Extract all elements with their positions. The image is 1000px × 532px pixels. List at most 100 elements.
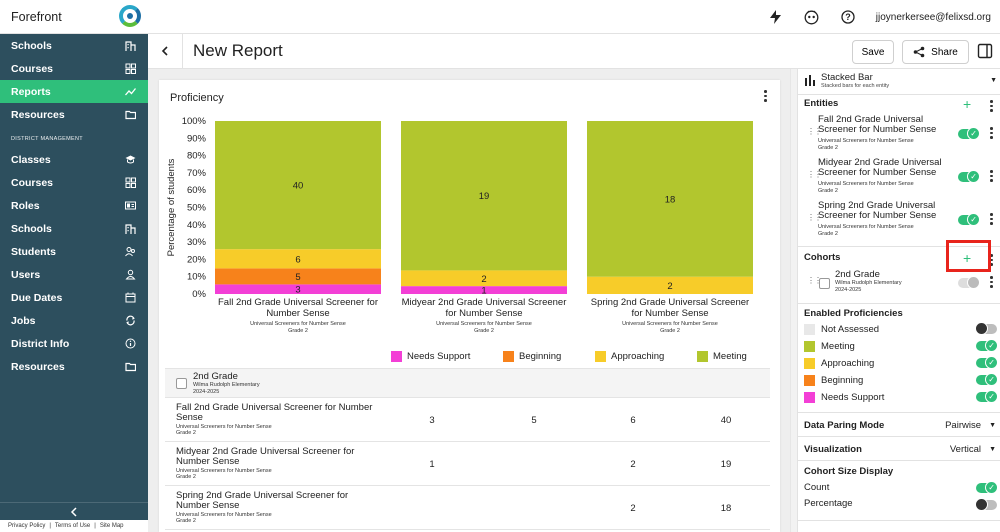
legend-item[interactable]: Needs Support: [391, 351, 470, 362]
proficiency-label: Approaching: [821, 357, 875, 369]
proficiency-toggle[interactable]: ✓: [976, 339, 998, 352]
assistant-face-icon[interactable]: [804, 9, 820, 25]
visualization-select[interactable]: Visualization Vertical ▼: [798, 438, 1000, 460]
bar-segment: [215, 284, 381, 294]
sidebar-item-classes[interactable]: Classes: [0, 148, 148, 171]
count-toggle[interactable]: ✓: [976, 481, 998, 494]
bar-segment: [215, 268, 381, 285]
entity-menu-button[interactable]: [990, 213, 994, 227]
cohort-year: 2024-2025: [193, 388, 220, 395]
cohorts-title: Cohorts: [804, 252, 841, 263]
table-row: Fall 2nd Grade Universal Screener for Nu…: [165, 398, 770, 442]
legend-swatch: [697, 351, 708, 362]
data-label: 5: [295, 272, 300, 283]
trend-icon: [125, 88, 136, 96]
proficiency-toggle[interactable]: [975, 322, 997, 335]
y-tick-label: 60%: [187, 185, 207, 196]
sidebar-item-reports[interactable]: Reports: [0, 80, 148, 103]
kebab-icon: [764, 90, 768, 102]
entity-toggle[interactable]: ✓: [958, 127, 980, 140]
entity-toggle[interactable]: ✓: [958, 213, 980, 226]
proficiency-toggle[interactable]: ✓: [976, 373, 998, 386]
percentage-toggle[interactable]: [975, 498, 997, 511]
cohort-toggle[interactable]: [958, 276, 980, 289]
save-button[interactable]: Save: [852, 40, 894, 64]
legend-swatch: [595, 351, 606, 362]
table-cell: 6: [630, 415, 636, 426]
legend-item[interactable]: Meeting: [697, 351, 747, 362]
collapse-sidebar-button[interactable]: [0, 502, 148, 520]
highlight-annotation: [946, 240, 991, 272]
card-menu-button[interactable]: [764, 90, 768, 104]
drag-handle-icon[interactable]: ⋮⋮: [807, 170, 822, 179]
students-icon: [125, 247, 135, 257]
sidebar-item-students[interactable]: Students: [0, 240, 148, 263]
sidebar-item-schools[interactable]: Schools: [0, 34, 148, 57]
share-button[interactable]: Share: [902, 40, 969, 64]
lightning-icon[interactable]: [768, 9, 784, 25]
sidebar-item-district-info[interactable]: District Info: [0, 332, 148, 355]
proficiency-swatch: [804, 391, 815, 403]
proficiency-toggle[interactable]: ✓: [976, 390, 998, 403]
pairing-mode-value: Pairwise: [945, 420, 981, 431]
proficiency-swatch: [804, 323, 815, 335]
legend-item[interactable]: Approaching: [595, 351, 664, 362]
data-label: 18: [665, 194, 676, 205]
cohort-checkbox[interactable]: [176, 378, 187, 389]
sidebar-item-due-dates[interactable]: Due Dates: [0, 286, 148, 309]
sitemap-link[interactable]: Site Map: [99, 523, 124, 529]
brand-logo[interactable]: [119, 5, 141, 27]
sidebar-item-courses[interactable]: Courses: [0, 57, 148, 80]
sidebar-item-schools[interactable]: Schools: [0, 217, 148, 240]
sidebar-item-users[interactable]: Users: [0, 263, 148, 286]
entity-menu-button[interactable]: [990, 127, 994, 141]
drag-handle-icon[interactable]: ⋮⋮: [807, 276, 822, 285]
y-tick-label: 10%: [187, 272, 207, 283]
sidebar-item-jobs[interactable]: Jobs: [0, 309, 148, 332]
sidebar-item-resources[interactable]: Resources: [0, 355, 148, 378]
panel-toggle-icon[interactable]: [977, 43, 993, 59]
add-entity-button[interactable]: +: [963, 96, 972, 112]
viz-title: Stacked Bar: [821, 72, 873, 83]
visualization-type-select[interactable]: Stacked Bar Stacked bars for each entity…: [798, 69, 1000, 95]
y-axis-label: Percentage of students: [166, 158, 177, 256]
y-tick-label: 80%: [187, 151, 207, 162]
entity-menu-button[interactable]: [990, 170, 994, 184]
x-category-label: for Number Sense: [631, 308, 708, 319]
legend-swatch: [391, 351, 402, 362]
visualization-value: Vertical: [949, 444, 981, 455]
entities-menu-button[interactable]: [990, 100, 994, 114]
back-button[interactable]: [148, 33, 183, 69]
drag-handle-icon[interactable]: ⋮⋮: [807, 213, 822, 222]
cohort-name: 2nd Grade: [193, 371, 238, 382]
proficiency-row: Meeting: [804, 339, 855, 353]
sidebar-item-label: Students: [11, 245, 56, 258]
legend-item[interactable]: Beginning: [503, 351, 561, 362]
main-scrollbar[interactable]: [790, 69, 797, 532]
cohorts-menu-button[interactable]: [990, 254, 994, 268]
proficiency-toggle[interactable]: ✓: [976, 356, 998, 369]
bar-segment: [401, 286, 567, 294]
pairing-mode-select[interactable]: Data Paring Mode Pairwise ▼: [798, 414, 1000, 436]
sidebar-item-courses[interactable]: Courses: [0, 171, 148, 194]
entity-toggle[interactable]: ✓: [958, 170, 980, 183]
sidebar-item-roles[interactable]: Roles: [0, 194, 148, 217]
help-icon[interactable]: ?: [840, 9, 856, 25]
user-email[interactable]: jjoynerkersee@felixsd.org: [875, 11, 991, 23]
share-label: Share: [931, 46, 958, 58]
sidebar-item-resources[interactable]: Resources: [0, 103, 148, 126]
terms-link[interactable]: Terms of Use: [54, 523, 91, 529]
cohort-menu-button[interactable]: [990, 276, 994, 290]
y-tick-label: 50%: [187, 203, 207, 214]
x-category-sublabel: Universal Screeners for Number Sense: [250, 321, 346, 327]
drag-handle-icon[interactable]: ⋮⋮: [807, 127, 822, 136]
row-title: Spring 2nd Grade Universal Screener for …: [176, 490, 349, 512]
data-label: 3: [295, 285, 300, 296]
data-label: 19: [479, 191, 490, 202]
add-cohort-button[interactable]: +: [963, 250, 972, 266]
privacy-link[interactable]: Privacy Policy: [8, 523, 46, 529]
cohort-panel-checkbox[interactable]: [819, 278, 830, 289]
y-tick-label: 90%: [187, 133, 207, 144]
sidebar-section-label: DISTRICT MANAGEMENT: [11, 136, 83, 142]
panel-cohort-school: Wilma Rudolph Elementary: [835, 280, 902, 286]
